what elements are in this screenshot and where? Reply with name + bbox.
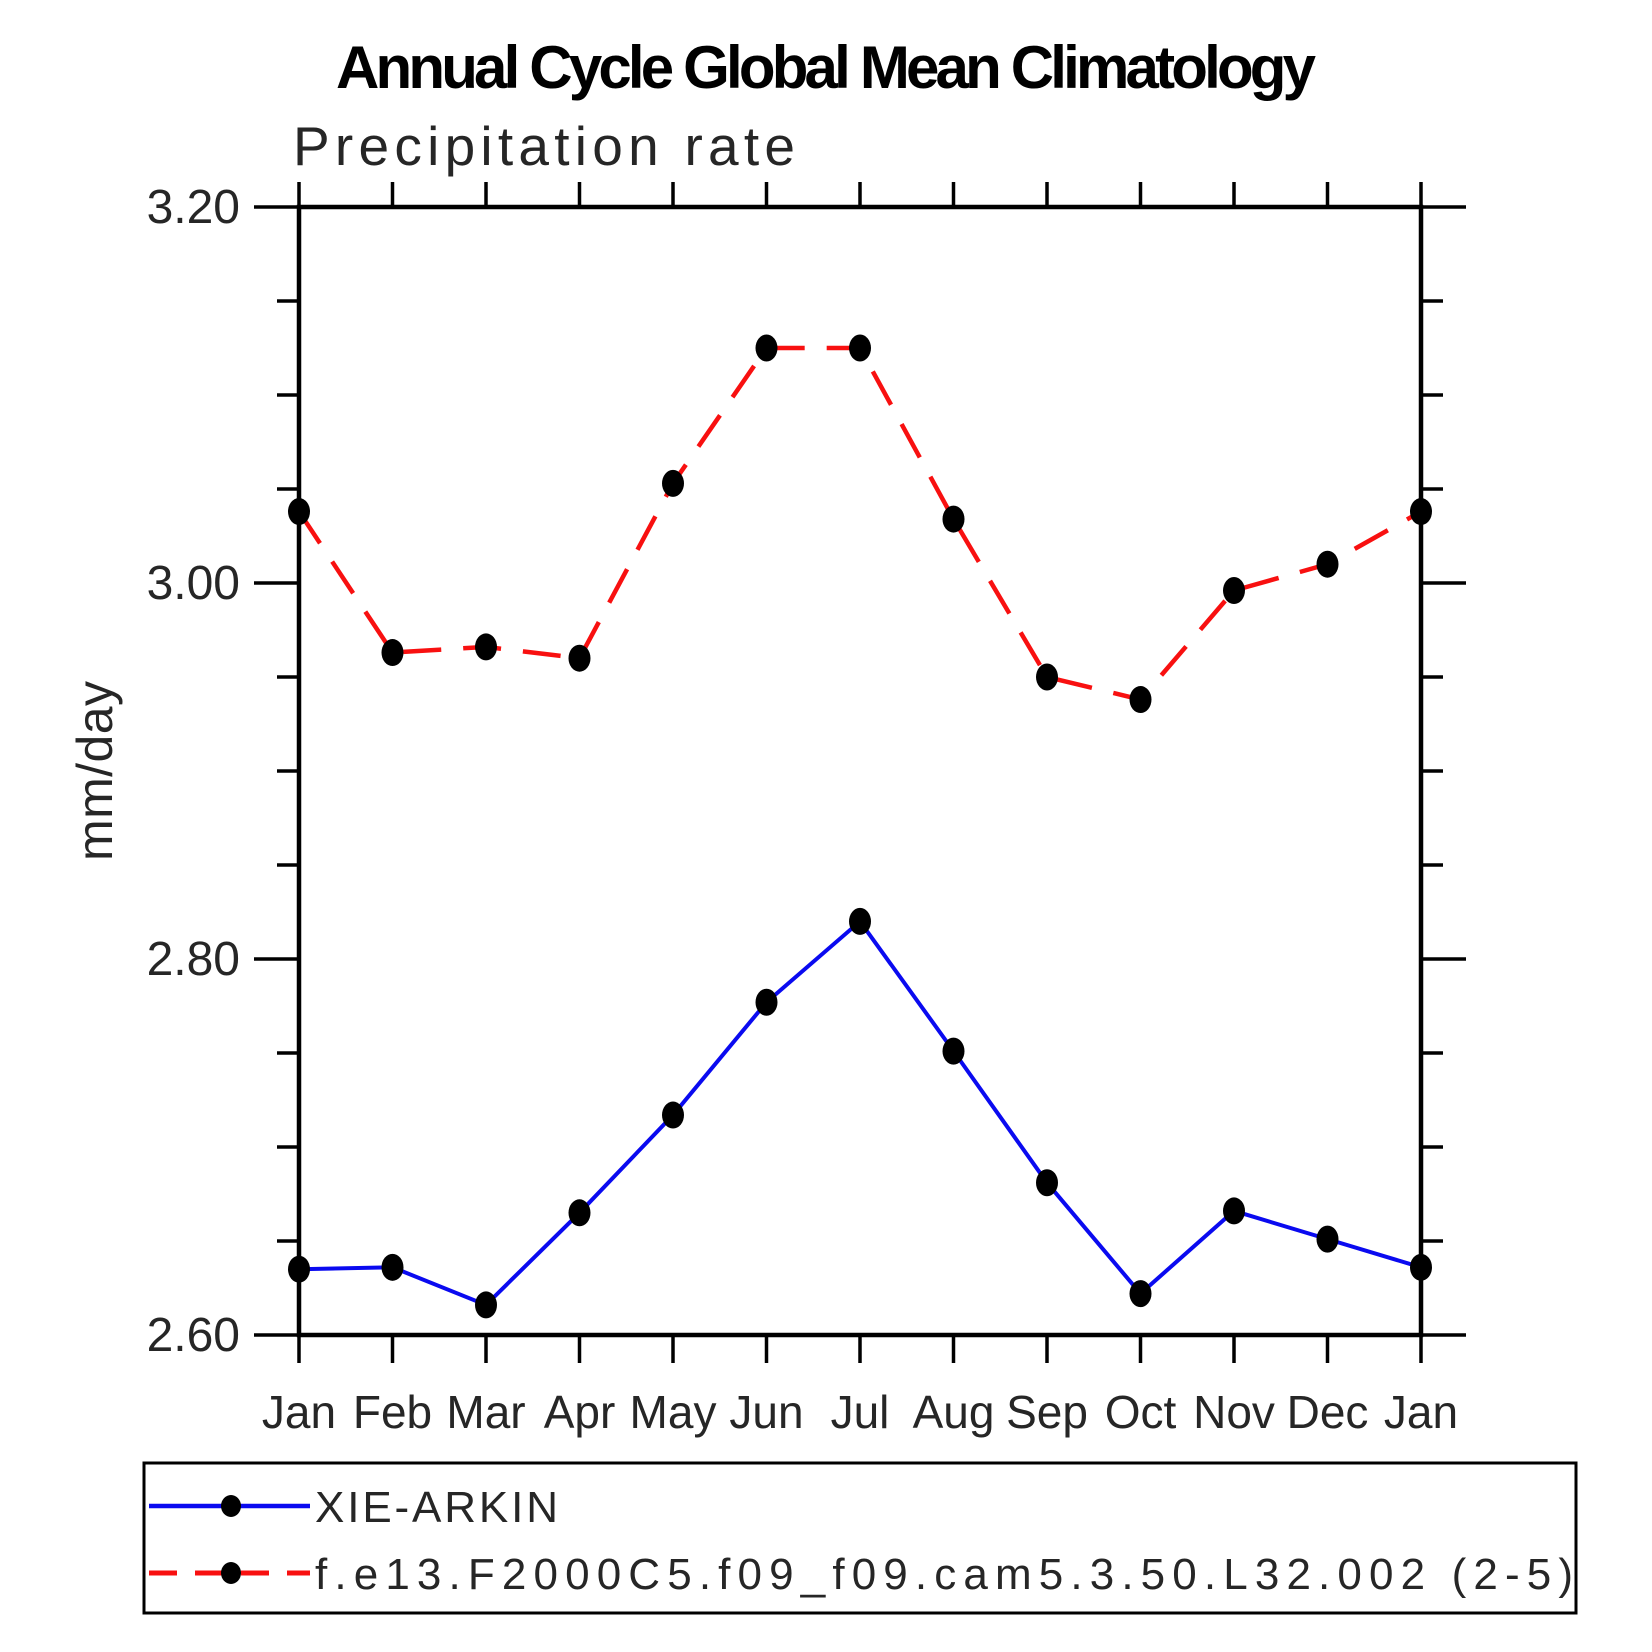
y-tick-label: 3.00	[147, 557, 240, 610]
series-line-dashed	[297, 345, 1423, 703]
axis-tick-labels: Jan Feb Mar Apr May Jun Jul Aug Sep Oct Nov Dec Jan 3…	[147, 181, 1459, 1438]
legend-label: XIE-ARKIN	[315, 1483, 558, 1532]
data-point-marker	[1036, 663, 1058, 691]
data-point-marker	[662, 1101, 684, 1129]
data-point-marker	[755, 334, 778, 362]
data-point-marker	[1410, 1253, 1432, 1281]
series-line-solid	[298, 918, 1422, 1308]
data-point-marker	[942, 1037, 965, 1065]
x-tick-label: Jun	[729, 1386, 803, 1438]
x-tick-label: Sep	[1006, 1386, 1088, 1438]
data-point-marker	[1223, 1197, 1245, 1225]
data-point-marker	[381, 639, 404, 667]
data-series	[288, 334, 1432, 1319]
y-tick-label: 2.80	[147, 933, 240, 986]
x-tick-label: Dec	[1287, 1386, 1369, 1438]
x-tick-label: Jan	[1384, 1386, 1458, 1438]
data-point-marker	[475, 633, 497, 661]
legend-label: f.e13.F2000C5.f09_f09.cam5.3.50.L32.002 …	[315, 1550, 1573, 1599]
x-tick-label: Jul	[831, 1386, 890, 1438]
data-point-marker	[1316, 550, 1339, 578]
data-point-marker	[1036, 1169, 1058, 1197]
x-tick-label: Jan	[262, 1386, 336, 1438]
legend-marker	[221, 1562, 241, 1584]
x-tick-label: Feb	[353, 1386, 432, 1438]
legend-marker	[221, 1495, 241, 1517]
x-tick-label: May	[630, 1386, 717, 1438]
plot-border	[296, 204, 1424, 1338]
data-point-marker	[288, 498, 310, 526]
legend-box	[142, 1461, 1578, 1615]
y-tick-label: 2.60	[147, 1309, 240, 1362]
y-axis-label: mm/day	[67, 681, 123, 861]
data-point-marker	[755, 988, 778, 1016]
axes	[254, 182, 1466, 1363]
data-point-marker	[475, 1291, 497, 1319]
data-point-marker	[381, 1253, 404, 1281]
data-point-marker	[568, 1199, 591, 1227]
data-point-marker	[1316, 1225, 1339, 1253]
data-point-marker	[849, 907, 871, 935]
data-point-marker	[288, 1255, 310, 1283]
legend: XIE-ARKIN f.e13.F2000C5.f09_f09.cam5.3.50…	[142, 1461, 1578, 1615]
data-point-marker	[849, 334, 871, 362]
chart-subtitle: Precipitation rate	[293, 115, 795, 177]
data-point-marker	[1129, 686, 1152, 714]
data-point-marker	[568, 644, 591, 672]
chart-title: Annual Cycle Global Mean Climatology	[336, 34, 1317, 101]
x-tick-label: Aug	[913, 1386, 995, 1438]
data-point-marker	[942, 505, 965, 533]
data-point-marker	[1223, 577, 1245, 605]
data-point-marker	[662, 469, 684, 497]
data-point-marker	[1129, 1280, 1152, 1308]
x-tick-label: Mar	[446, 1386, 525, 1438]
data-point-marker	[1410, 498, 1432, 526]
x-tick-label: Oct	[1105, 1386, 1177, 1438]
x-tick-label: Nov	[1193, 1386, 1275, 1438]
y-tick-label: 3.20	[147, 181, 240, 234]
x-tick-label: Apr	[544, 1386, 616, 1438]
